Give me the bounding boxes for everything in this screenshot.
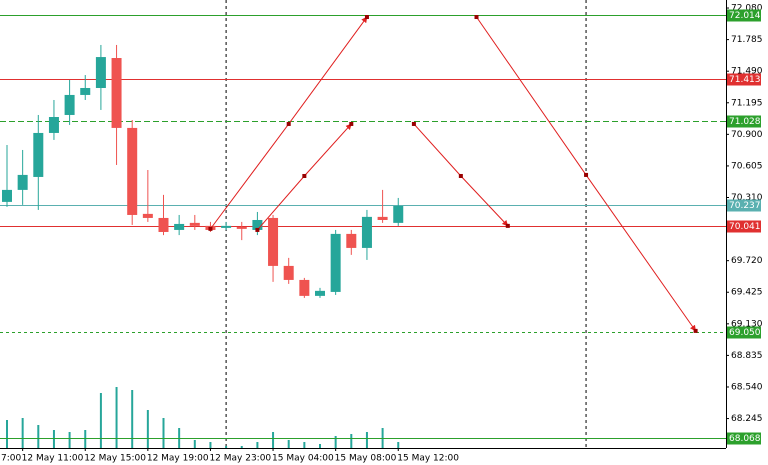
x-tick-label: 7:00 xyxy=(1,454,21,464)
y-tick-label: 72.080 xyxy=(731,4,763,14)
candle-body xyxy=(330,233,341,292)
arrow-point xyxy=(411,121,416,126)
arrow-point xyxy=(584,172,589,177)
arrow-point xyxy=(505,223,510,228)
price-level-tag xyxy=(727,199,761,212)
candle-body xyxy=(95,57,106,88)
y-tick-label: 68.245 xyxy=(731,414,763,424)
price-level-label: 70.041 xyxy=(729,222,761,232)
y-tick-label: 70.900 xyxy=(731,130,763,140)
y-tick-label: 70.605 xyxy=(731,161,763,171)
x-tick-label: 12 May 11:00 xyxy=(22,454,84,464)
price-level-tag xyxy=(727,9,761,22)
arrow-point xyxy=(474,15,479,20)
x-tick-label: 15 May 12:00 xyxy=(397,454,459,464)
arrow-point xyxy=(349,121,354,126)
price-level-tag xyxy=(727,326,761,339)
candle-body xyxy=(299,279,310,296)
arrow-point xyxy=(458,173,463,178)
candle-body xyxy=(48,117,59,133)
candle-body xyxy=(158,217,169,232)
candle-body xyxy=(361,216,372,248)
candle-body xyxy=(80,87,91,95)
price-level-label: 70.237 xyxy=(729,201,761,211)
price-level-label: 72.014 xyxy=(729,11,761,21)
candle-body xyxy=(2,189,12,202)
candle-body xyxy=(236,226,247,229)
arrow-point xyxy=(302,173,307,178)
candle-body xyxy=(33,132,44,177)
arrow-point xyxy=(255,227,260,232)
price-level-label: 71.028 xyxy=(729,117,761,127)
arrow-point xyxy=(286,121,291,126)
arrow-point xyxy=(208,226,213,231)
y-tick-label: 70.310 xyxy=(731,193,763,203)
y-tick-label: 69.720 xyxy=(731,256,763,266)
x-tick-label: 15 May 08:00 xyxy=(335,454,397,464)
y-tick-label: 71.785 xyxy=(731,35,763,45)
candle-body xyxy=(127,127,138,215)
x-tick-label: 12 May 19:00 xyxy=(147,454,209,464)
y-tick-label: 69.130 xyxy=(731,319,763,329)
price-level-tag xyxy=(727,115,761,128)
x-tick-label: 12 May 15:00 xyxy=(84,454,146,464)
candle-body xyxy=(377,216,388,220)
price-level-label: 71.413 xyxy=(729,75,761,85)
price-level-tag xyxy=(727,220,761,233)
price-level-label: 68.068 xyxy=(729,434,761,444)
arrow-point xyxy=(693,328,698,333)
candle-body xyxy=(252,219,263,230)
candle-body xyxy=(174,223,185,230)
candle-body xyxy=(64,94,75,115)
y-tick-label: 69.425 xyxy=(731,288,763,298)
candle-body xyxy=(142,213,153,218)
candle-body xyxy=(283,265,294,280)
candle-body xyxy=(315,290,325,296)
candle-body xyxy=(221,225,232,228)
y-tick-label: 68.835 xyxy=(731,351,763,361)
y-tick-label: 68.540 xyxy=(731,382,763,392)
price-level-tag xyxy=(727,73,761,86)
y-tick-label: 71.490 xyxy=(731,67,763,77)
price-level-label: 69.050 xyxy=(729,328,761,338)
price-level-tag xyxy=(727,432,761,445)
x-tick-label: 15 May 04:00 xyxy=(272,454,334,464)
candle-body xyxy=(189,222,200,226)
arrow-point xyxy=(364,15,369,20)
candle-body xyxy=(393,205,404,223)
x-tick-label: 12 May 23:00 xyxy=(209,454,271,464)
candle-body xyxy=(111,58,122,128)
candle-body xyxy=(346,233,357,248)
candle-body xyxy=(268,217,279,266)
y-tick-label: 71.195 xyxy=(731,98,763,108)
candle-body xyxy=(17,174,28,190)
